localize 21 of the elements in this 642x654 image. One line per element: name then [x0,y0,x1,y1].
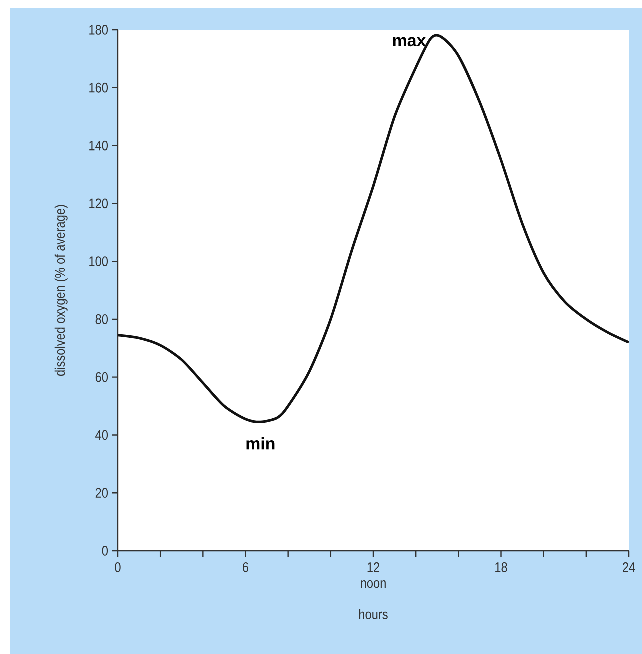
text: noon [361,580,386,588]
line-series [116,34,630,424]
x-tick-label: 6 [243,562,249,572]
y-tick-label: 120 [90,198,108,209]
y-axis-title: dissolved oxygen (% of average) [54,205,68,376]
y-tick-label: 80 [96,314,108,324]
annotation: min [246,437,275,450]
x-axis-title: hours [360,609,388,620]
annotation: max [393,37,426,47]
y-tick-label: 180 [90,25,108,35]
y-tick-label: 0 [102,546,108,556]
x-tick-label: 24 [623,562,636,572]
y-tick-label: 100 [90,256,108,266]
y-tick-label: 20 [96,488,108,498]
y-tick-label: 60 [96,372,108,382]
x-tick-label: 12 [368,562,380,572]
y-tick-label: 40 [96,430,108,440]
x-tick-label: 18 [496,562,508,572]
y-tick-label: 140 [90,140,108,151]
x-tick-label: 0 [115,562,121,572]
y-tick-label: 160 [90,82,108,93]
